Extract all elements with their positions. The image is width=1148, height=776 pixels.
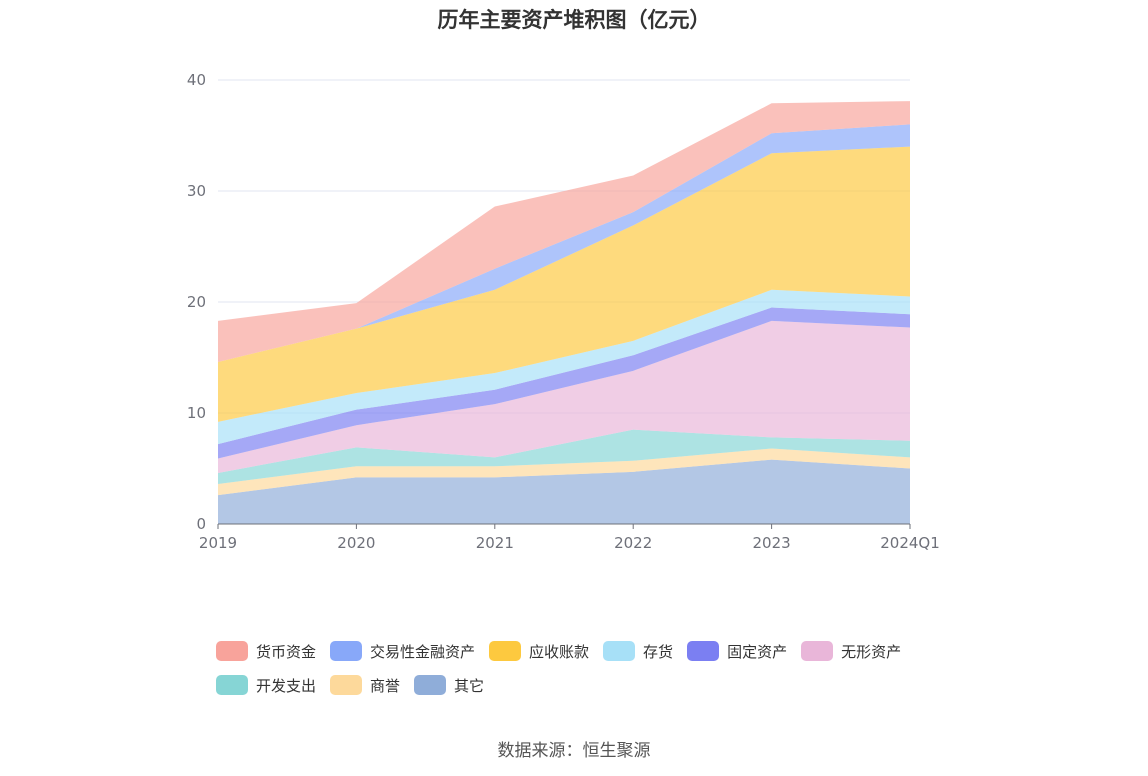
legend-swatch: [216, 641, 248, 661]
legend-label: 应收账款: [529, 642, 590, 661]
y-tick-label: 20: [187, 293, 206, 311]
x-tick-label: 2021: [476, 534, 514, 552]
legend-swatch: [414, 675, 447, 695]
legend-label: 存货: [643, 642, 674, 661]
legend-item[interactable]: 固定资产: [687, 640, 787, 662]
area-series: [218, 307, 910, 459]
x-tick-label: 2019: [199, 534, 237, 552]
legend-item[interactable]: 其它: [414, 674, 484, 696]
x-tick-label: 2024Q1: [880, 534, 940, 552]
x-tick-label: 2020: [337, 534, 375, 552]
x-tick-label: 2022: [614, 534, 652, 552]
y-tick-label: 40: [187, 71, 206, 89]
legend-label: 开发支出: [256, 676, 317, 695]
legend-swatch: [216, 675, 248, 695]
area-series: [218, 448, 910, 496]
legend-swatch: [330, 675, 363, 695]
legend-label: 货币资金: [256, 642, 317, 661]
y-tick-label: 10: [187, 404, 206, 422]
data-source: 数据来源：恒生聚源: [497, 741, 651, 761]
area-series: [218, 146, 910, 422]
legend-label: 商誉: [370, 676, 401, 695]
legend-item[interactable]: 应收账款: [489, 640, 589, 662]
legend-label: 无形资产: [841, 642, 902, 661]
legend-item[interactable]: 商誉: [330, 674, 400, 696]
legend-item[interactable]: 交易性金融资产: [330, 640, 475, 662]
area-series: [218, 124, 910, 362]
legend-item[interactable]: 开发支出: [216, 674, 316, 696]
area-series: [218, 459, 910, 524]
y-tick-label: 0: [196, 515, 206, 533]
legend-swatch: [330, 641, 363, 661]
chart-title: 历年主要资产堆积图（亿元）: [437, 8, 711, 32]
x-tick-label: 2023: [753, 534, 791, 552]
chart-legend: 货币资金 交易性金融资产 应收账款 存货 固定资产 无形资产开发支出 商誉 其它: [216, 640, 956, 696]
legend-swatch: [489, 641, 522, 661]
legend-swatch: [801, 641, 834, 661]
area-series: [218, 289, 910, 445]
legend-swatch: [603, 641, 636, 661]
legend-swatch: [687, 641, 720, 661]
y-tick-label: 30: [187, 182, 206, 200]
area-series: [218, 101, 910, 362]
legend-label: 固定资产: [727, 642, 788, 661]
legend-item[interactable]: 货币资金: [216, 640, 316, 662]
area-series: [218, 429, 910, 485]
legend-item[interactable]: 无形资产: [801, 640, 901, 662]
legend-label: 其它: [454, 676, 485, 695]
stacked-area-chart: 0 10 20 30 40 2019 2020 2021 2022 2023 2024Q1: [187, 71, 940, 552]
area-series: [218, 320, 910, 473]
legend-item[interactable]: 存货: [603, 640, 673, 662]
legend-label: 交易性金融资产: [370, 642, 476, 661]
